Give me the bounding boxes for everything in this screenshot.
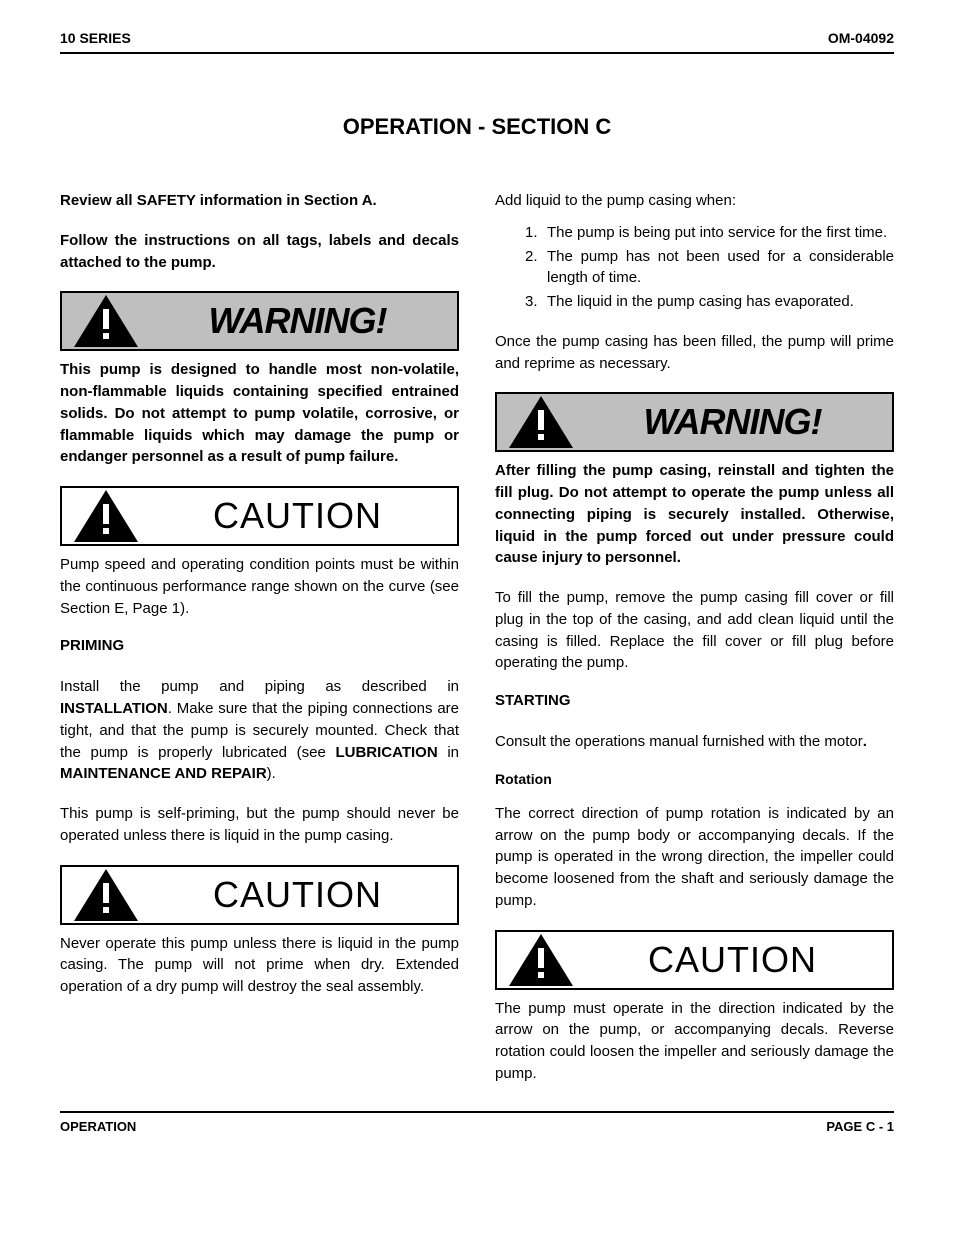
caution-box-1: CAUTION <box>60 486 459 546</box>
warning-box-2: WARNING! <box>495 392 894 452</box>
page-title: OPERATION - SECTION C <box>60 114 894 140</box>
warning-triangle-icon <box>507 394 575 450</box>
starting-heading: STARTING <box>495 692 894 709</box>
caution-3-text: The pump must operate in the direction i… <box>495 998 894 1085</box>
priming-p1-e: in <box>438 744 459 761</box>
rotation-heading: Rotation <box>495 771 894 787</box>
priming-heading: PRIMING <box>60 637 459 654</box>
warning-triangle-icon <box>72 293 140 349</box>
once-filled-text: Once the pump casing has been filled, th… <box>495 331 894 375</box>
caution-2-text: Never operate this pump unless there is … <box>60 933 459 998</box>
caution-label-1: CAUTION <box>158 495 457 537</box>
caution-box-3: CAUTION <box>495 930 894 990</box>
content-columns: Review all SAFETY information in Section… <box>60 190 894 1085</box>
caution-label-2: CAUTION <box>158 874 457 916</box>
caution-triangle-icon <box>507 932 575 988</box>
intro-tags: Follow the instructions on all tags, lab… <box>60 230 459 274</box>
list-item: The pump is being put into service for t… <box>525 222 894 244</box>
fill-instructions: To fill the pump, remove the pump casing… <box>495 587 894 674</box>
footer-left: OPERATION <box>60 1119 136 1134</box>
list-item: The pump has not been used for a conside… <box>525 246 894 290</box>
caution-triangle-icon <box>72 488 140 544</box>
header-right: OM-04092 <box>828 30 894 46</box>
warning-box-1: WARNING! <box>60 291 459 351</box>
intro-safety: Review all SAFETY information in Section… <box>60 190 459 212</box>
priming-p1-f: MAINTENANCE AND REPAIR <box>60 765 267 782</box>
starting-para-1: Consult the operations manual furnished … <box>495 731 894 753</box>
priming-p1-b: INSTALLATION <box>60 700 168 717</box>
list-item: The liquid in the pump casing has evapor… <box>525 291 894 313</box>
footer-right: PAGE C - 1 <box>826 1119 894 1134</box>
priming-para-1: Install the pump and piping as described… <box>60 676 459 785</box>
priming-p1-g: ). <box>267 765 276 782</box>
rotation-text: The correct direction of pump rotation i… <box>495 803 894 912</box>
page-header: 10 SERIES OM-04092 <box>60 30 894 54</box>
priming-p1-d: LUBRICATION <box>335 744 437 761</box>
priming-p1-a: Install the pump and piping as described… <box>60 678 459 695</box>
caution-box-2: CAUTION <box>60 865 459 925</box>
caution-1-text: Pump speed and operating condition point… <box>60 554 459 619</box>
priming-para-2: This pump is self-priming, but the pump … <box>60 803 459 847</box>
warning-2-text: After filling the pump casing, reinstall… <box>495 460 894 569</box>
header-left: 10 SERIES <box>60 30 131 46</box>
left-column: Review all SAFETY information in Section… <box>60 190 459 1085</box>
warning-label-1: WARNING! <box>158 300 457 342</box>
starting-p1-a: Consult the operations manual furnished … <box>495 733 863 750</box>
warning-label-2: WARNING! <box>593 401 892 443</box>
add-liquid-list: The pump is being put into service for t… <box>525 222 894 313</box>
right-column: Add liquid to the pump casing when: The … <box>495 190 894 1085</box>
caution-triangle-icon <box>72 867 140 923</box>
add-liquid-intro: Add liquid to the pump casing when: <box>495 190 894 212</box>
starting-p1-b: . <box>863 733 867 750</box>
warning-1-text: This pump is designed to handle most non… <box>60 359 459 468</box>
caution-label-3: CAUTION <box>593 939 892 981</box>
page-footer: OPERATION PAGE C - 1 <box>60 1111 894 1134</box>
